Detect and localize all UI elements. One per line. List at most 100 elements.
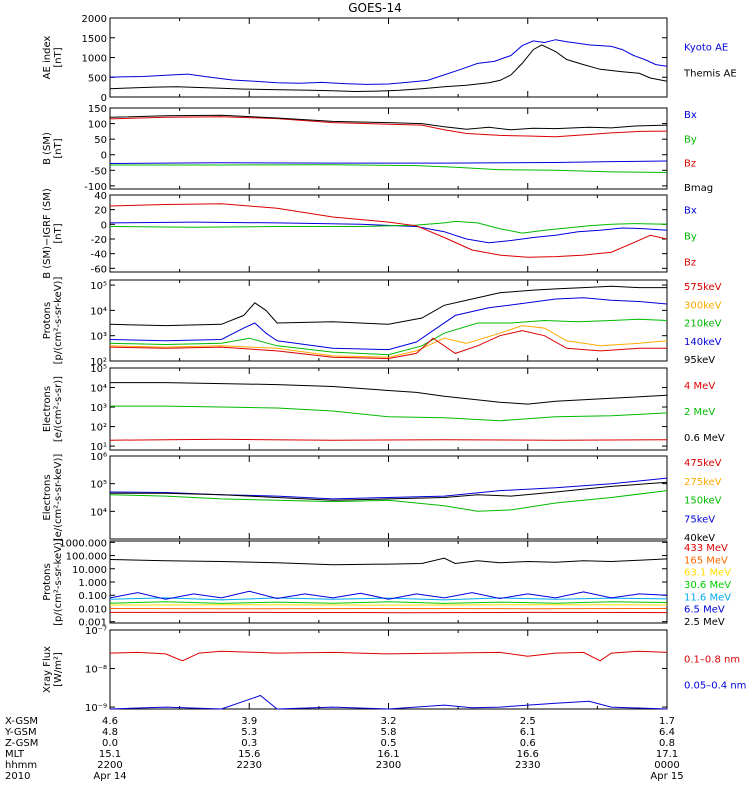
y-tick-label: 0: [101, 93, 107, 104]
footer-cell: 6.4: [659, 727, 675, 738]
legend-entry: 0.1–0.8 nm: [684, 655, 740, 666]
footer-cell: 2230: [237, 760, 262, 771]
footer-cell: 2.5: [520, 716, 536, 727]
y-axis-label: Xray Flux: [42, 646, 53, 693]
series-line: [110, 204, 667, 257]
footer-cell: 3.2: [381, 716, 397, 727]
y-axis-label: [e/(cm²-s-sr-keV)]: [53, 454, 64, 542]
y-tick-label: 1.000: [78, 578, 107, 589]
y-tick-label: 1000.000: [59, 538, 107, 549]
footer-cell: 4.6: [102, 716, 118, 727]
footer-row-label: MLT: [5, 749, 25, 760]
y-tick-label: 10⁻⁸: [85, 665, 107, 676]
y-tick-label: 1000: [82, 54, 107, 65]
footer-cell: 0.8: [659, 738, 675, 749]
legend-entry: 2.5 MeV: [684, 617, 725, 628]
series-line: [110, 439, 667, 440]
series-line: [110, 222, 667, 243]
footer-row-label: X-GSM: [5, 716, 38, 727]
footer-row-label: hhmm: [5, 760, 37, 771]
legend-entry: 75keV: [684, 514, 715, 525]
legend-entry: Themis AE: [683, 69, 737, 80]
series-line: [110, 406, 667, 421]
y-tick-label: 10⁴: [90, 507, 107, 518]
y-axis-label: [e/(cm²-s-sr)]: [53, 376, 64, 442]
y-axis-label: Protons: [42, 302, 53, 339]
y-tick-label: 100.000: [66, 552, 107, 563]
footer-cell: 2200: [97, 760, 122, 771]
y-tick-label: 2000: [82, 14, 107, 25]
series-line: [110, 45, 667, 92]
legend-entry: 275keV: [684, 477, 722, 488]
footer-cell: 5.3: [241, 727, 257, 738]
series-line: [110, 651, 667, 661]
footer-row-label: Y-GSM: [4, 727, 37, 738]
footer-cell: 16.6: [517, 749, 539, 760]
legend-entry: 300keV: [684, 300, 722, 311]
series-line: [110, 602, 667, 604]
y-axis-label: AE index: [42, 36, 53, 80]
legend-entry: 150keV: [684, 496, 722, 507]
panel-frame: [110, 18, 667, 97]
series-line: [110, 326, 667, 358]
legend-entry: 30.6 MeV: [684, 580, 731, 591]
legend-entry: Kyoto AE: [684, 43, 728, 54]
legend-entry: 4 MeV: [684, 381, 715, 392]
series-line: [110, 165, 667, 173]
y-tick-label: 20: [94, 206, 107, 217]
footer-cell: 15.6: [238, 749, 260, 760]
series-line: [110, 286, 667, 325]
legend-entry: Bz: [684, 159, 696, 170]
y-tick-label: 50: [94, 135, 107, 146]
panel-frame: [110, 368, 667, 450]
y-tick-label: 0.010: [78, 604, 107, 615]
legend-entry: 140keV: [684, 337, 722, 348]
legend-entry: 0.05–0.4 nm: [684, 681, 746, 692]
footer-cell: 17.1: [656, 749, 678, 760]
series-line: [110, 161, 667, 164]
y-axis-label: B (SM): [42, 132, 53, 165]
y-axis-label: [nT]: [53, 138, 64, 158]
y-axis-label: [W/m²]: [53, 652, 64, 687]
footer-cell: 0.6: [520, 738, 536, 749]
y-axis-label: [nT]: [53, 47, 64, 67]
y-tick-label: 10⁴: [90, 306, 107, 317]
legend-entry: 6.5 MeV: [684, 605, 725, 616]
footer-cell: 0.0: [102, 738, 118, 749]
y-tick-label: -20: [91, 235, 107, 246]
series-line: [110, 558, 667, 565]
footer-cell: 15.1: [99, 749, 121, 760]
legend-entry: Bx: [684, 110, 697, 121]
y-tick-label: 150: [88, 104, 107, 115]
y-tick-label: 100: [88, 120, 107, 131]
y-tick-label: 10⁵: [90, 480, 107, 491]
legend-entry: 165 MeV: [684, 555, 728, 566]
series-line: [110, 117, 667, 137]
y-tick-label: 10²: [90, 423, 107, 434]
series-line: [110, 383, 667, 405]
y-tick-label: 1500: [82, 34, 107, 45]
y-tick-label: 500: [88, 73, 107, 84]
legend-entry: Bz: [684, 258, 696, 269]
y-tick-label: 10³: [90, 332, 107, 343]
y-tick-label: -50: [91, 166, 107, 177]
footer-cell: 5.8: [381, 727, 397, 738]
footer-row-label: Z-GSM: [5, 738, 38, 749]
legend-entry: By: [684, 232, 697, 243]
footer-cell: 2300: [376, 760, 401, 771]
y-tick-label: 10⁶: [90, 452, 107, 463]
panel-frame: [110, 541, 667, 623]
footer-cell: 0.3: [241, 738, 257, 749]
y-tick-label: 10⁵: [90, 364, 107, 375]
y-tick-label: 10⁵: [90, 281, 107, 292]
y-axis-label: Protons: [42, 563, 53, 600]
panel-frame: [110, 108, 667, 189]
y-axis-label: Electrons: [42, 386, 53, 432]
legend-entry: 210keV: [684, 319, 722, 330]
y-tick-label: -40: [91, 250, 107, 261]
y-tick-label: 10⁻⁹: [85, 703, 107, 714]
footer-cell: 6.1: [520, 727, 536, 738]
footer-cell: 3.9: [241, 716, 257, 727]
panel-frame: [110, 195, 667, 272]
